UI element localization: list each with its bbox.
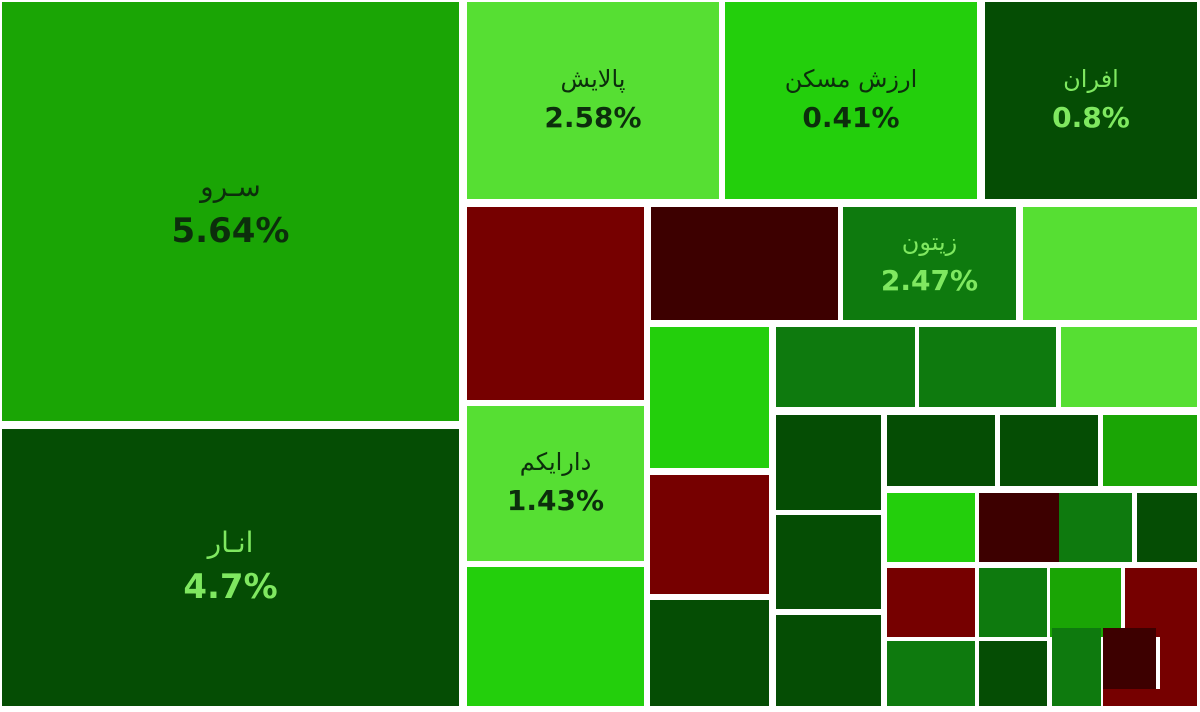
treemap-tile[interactable] xyxy=(1000,415,1098,486)
treemap-tile[interactable] xyxy=(650,475,769,594)
tile-value: 2.47% xyxy=(880,263,979,297)
treemap-tile[interactable] xyxy=(919,327,1056,407)
treemap-tile[interactable] xyxy=(887,415,995,486)
treemap-tile[interactable]: افران 0.8% xyxy=(985,2,1197,199)
treemap-tile[interactable]: پالایش 2.58% xyxy=(467,2,719,199)
treemap-tile[interactable] xyxy=(776,515,881,609)
treemap-tile[interactable] xyxy=(1061,327,1197,407)
treemap-tile[interactable] xyxy=(776,415,881,510)
tile-name: انـار xyxy=(207,525,254,559)
treemap-tile[interactable] xyxy=(979,493,1069,562)
tile-name: افران xyxy=(1063,64,1119,93)
tile-name: دارایکم xyxy=(519,447,592,476)
tile-name: پالایش xyxy=(560,64,626,93)
tile-value: 1.43% xyxy=(506,483,605,517)
treemap-tile[interactable] xyxy=(1103,415,1197,486)
treemap-tile[interactable] xyxy=(1103,628,1156,689)
treemap-tile[interactable] xyxy=(1125,568,1197,637)
treemap-tile[interactable] xyxy=(887,493,975,562)
treemap-tile[interactable]: سـرو 5.64% xyxy=(2,2,459,421)
treemap-tile[interactable] xyxy=(776,615,881,706)
tile-value: 5.64% xyxy=(171,211,290,252)
treemap-tile[interactable] xyxy=(979,568,1047,637)
treemap-tile[interactable] xyxy=(650,327,769,468)
treemap-tile[interactable] xyxy=(651,207,838,320)
treemap-tile[interactable]: انـار 4.7% xyxy=(2,429,459,706)
treemap-tile[interactable]: دارایکم 1.43% xyxy=(467,406,644,561)
treemap-tile[interactable] xyxy=(1137,493,1197,562)
treemap-tile[interactable] xyxy=(467,567,644,706)
tile-name: سـرو xyxy=(200,169,261,203)
treemap-tile[interactable] xyxy=(887,568,975,637)
treemap-tile[interactable] xyxy=(979,641,1047,706)
treemap-tile[interactable] xyxy=(1052,628,1101,706)
tile-name: زیتون xyxy=(901,227,958,256)
treemap-tile[interactable]: زیتون 2.47% xyxy=(843,207,1016,320)
tile-value: 0.41% xyxy=(802,100,900,134)
treemap-tile[interactable] xyxy=(1059,493,1132,562)
treemap-tile[interactable] xyxy=(1160,628,1197,689)
treemap-tile[interactable] xyxy=(467,207,644,400)
treemap-tile[interactable] xyxy=(1023,207,1197,320)
tile-value: 0.8% xyxy=(1052,100,1130,134)
treemap-tile[interactable]: ارزش مسکن 0.41% xyxy=(725,2,977,199)
tile-name: ارزش مسکن xyxy=(784,64,918,93)
treemap-tile[interactable] xyxy=(887,641,975,706)
tile-value: 4.7% xyxy=(183,567,278,608)
treemap-tile[interactable] xyxy=(650,600,769,706)
tile-value: 2.58% xyxy=(544,100,642,134)
treemap-tile[interactable] xyxy=(776,327,915,407)
treemap-tile[interactable] xyxy=(1050,568,1121,637)
treemap-tile[interactable] xyxy=(1103,689,1197,706)
